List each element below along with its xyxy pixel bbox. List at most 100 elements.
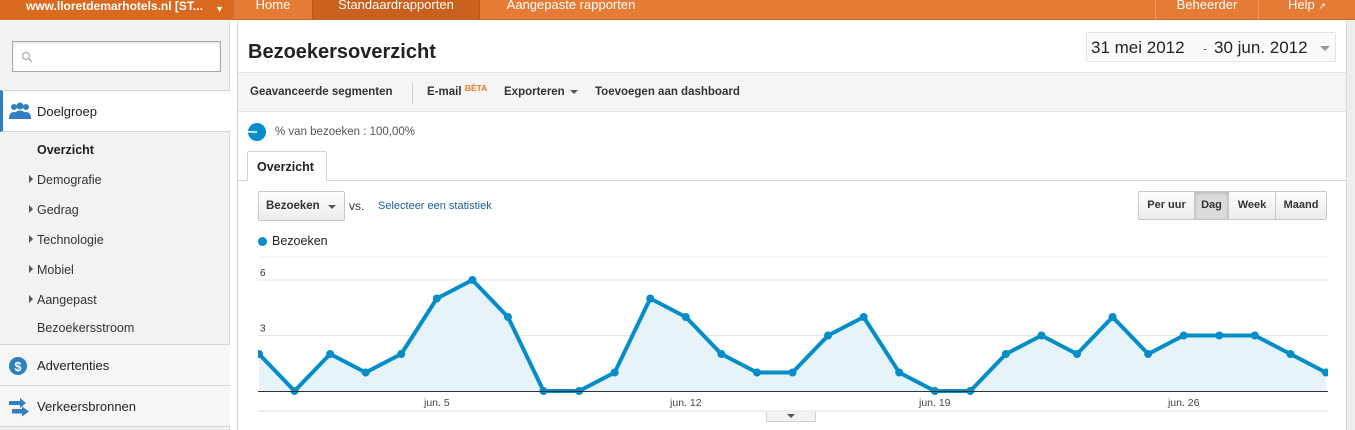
metric-select[interactable]: Bezoeken <box>258 191 345 221</box>
audience-icon <box>9 102 31 119</box>
chevron-down-icon: ▼ <box>215 4 224 14</box>
data-point <box>1073 350 1082 358</box>
search-icon <box>21 51 33 63</box>
scrollbar[interactable] <box>1347 21 1355 430</box>
visits-chart: 3 6 jun. 5 jun. 12 jun. 19 jun. 26 <box>258 256 1328 412</box>
email-label: E-mail <box>427 86 462 98</box>
external-link-icon: ↗ <box>1318 1 1326 11</box>
data-point <box>1215 331 1224 340</box>
legend-marker <box>258 237 267 246</box>
sidebar-section-label: Doelgroep <box>37 104 97 119</box>
sidebar-item-gedrag[interactable]: Gedrag <box>37 203 79 217</box>
data-point <box>361 368 370 377</box>
y-tick-label: 6 <box>260 268 266 279</box>
export-label: Exporteren <box>504 86 565 98</box>
traffic-arrows-icon <box>9 398 29 417</box>
nav-help-label: Help <box>1288 0 1315 12</box>
period-month-button[interactable]: Maand <box>1275 191 1327 220</box>
y-tick-label: 3 <box>260 324 266 335</box>
data-point <box>752 368 761 377</box>
series-area <box>259 280 1326 391</box>
date-start: 31 mei 2012 <box>1091 38 1185 57</box>
data-point <box>824 331 833 340</box>
chevron-down-icon <box>328 205 336 209</box>
x-tick-label: jun. 26 <box>1167 397 1200 409</box>
sidebar-section-doelgroep[interactable]: Doelgroep <box>0 90 230 132</box>
data-point <box>1179 331 1188 340</box>
sidebar-item-bezoekersstroom[interactable]: Bezoekersstroom <box>37 321 135 335</box>
caret-right-icon <box>29 205 33 213</box>
sidebar-section-verkeersbronnen[interactable]: Verkeersbronnen <box>0 385 230 427</box>
report-toolbar: Geavanceerde segmenten E-mail BÈTA Expor… <box>238 72 1346 112</box>
vs-label: vs. <box>349 199 365 213</box>
tab-overzicht[interactable]: Overzicht <box>247 151 327 181</box>
chevron-down-icon <box>1320 46 1330 51</box>
select-statistic-link[interactable]: Selecteer een statistiek <box>378 200 492 212</box>
caret-right-icon <box>29 235 33 243</box>
chevron-down-icon <box>787 414 795 418</box>
nav-admin[interactable]: Beheerder <box>1155 0 1258 20</box>
tab-label: Overzicht <box>257 160 314 174</box>
x-tick-label: jun. 19 <box>918 397 951 409</box>
page-title: Bezoekersoverzicht <box>248 41 436 63</box>
sidebar-section-label: Advertenties <box>37 358 110 373</box>
period-day-button[interactable]: Dag <box>1194 191 1229 220</box>
data-point <box>1144 350 1153 358</box>
sidebar-section-advertenties[interactable]: $ Advertenties <box>0 344 230 386</box>
data-point <box>432 294 441 303</box>
period-week-button[interactable]: Week <box>1228 191 1276 220</box>
dollar-icon: $ <box>9 357 27 375</box>
caret-right-icon <box>29 295 33 303</box>
data-point <box>258 350 263 358</box>
sidebar-item-demografie[interactable]: Demografie <box>37 173 102 187</box>
data-point <box>503 313 512 321</box>
segment-pie-icon <box>248 123 266 141</box>
chevron-down-icon <box>569 89 578 94</box>
data-point <box>1001 350 1010 358</box>
top-navigation-bar: www.lloretdemarhotels.nl [ST... ▼ Home S… <box>0 0 1355 20</box>
sidebar-item-mobiel[interactable]: Mobiel <box>37 263 74 277</box>
search-input[interactable] <box>12 41 221 72</box>
nav-custom-reports[interactable]: Aangepaste rapporten <box>506 0 636 12</box>
sidebar-item-technologie[interactable]: Technologie <box>37 233 104 247</box>
sidebar-item-aangepast[interactable]: Aangepast <box>37 293 97 307</box>
data-point <box>468 276 477 284</box>
export-button[interactable]: Exporteren <box>504 86 578 98</box>
caret-right-icon <box>29 175 33 183</box>
segment-label: % van bezoeken : 100,00% <box>275 126 416 138</box>
sidebar: Doelgroep Overzicht Demografie Gedrag Te… <box>0 21 230 430</box>
data-point <box>397 350 406 358</box>
data-point <box>717 350 726 358</box>
data-point <box>788 368 797 377</box>
tab-divider <box>238 180 1346 181</box>
data-point <box>895 368 904 377</box>
x-tick-label: jun. 12 <box>669 397 702 409</box>
data-point <box>1322 368 1328 377</box>
sidebar-item-overzicht[interactable]: Overzicht <box>37 143 94 157</box>
advanced-segments-button[interactable]: Geavanceerde segmenten <box>250 86 393 98</box>
data-point <box>646 294 655 303</box>
data-point <box>859 313 868 321</box>
metric-select-label: Bezoeken <box>266 200 320 212</box>
date-range-picker[interactable]: 31 mei 2012 - 30 jun. 2012 <box>1086 32 1336 62</box>
data-point <box>1286 350 1295 358</box>
date-separator: - <box>1203 41 1208 56</box>
nav-help[interactable]: Help ↗ <box>1258 0 1355 20</box>
beta-badge: BÈTA <box>464 83 488 93</box>
nav-standard-reports[interactable]: Standaardrapporten <box>312 0 480 20</box>
nav-home[interactable]: Home <box>255 0 291 12</box>
data-point <box>1250 331 1259 340</box>
data-point <box>610 368 619 377</box>
data-point <box>681 313 690 321</box>
add-to-dashboard-button[interactable]: Toevoegen aan dashboard <box>595 86 740 98</box>
main-content: Bezoekersoverzicht 31 mei 2012 - 30 jun.… <box>237 21 1347 430</box>
data-point <box>1037 331 1046 340</box>
toolbar-divider <box>412 83 413 104</box>
sidebar-section-label: Verkeersbronnen <box>37 399 137 414</box>
collapse-chart-handle[interactable] <box>766 412 816 422</box>
svg-text:$: $ <box>14 359 22 374</box>
site-selector[interactable]: www.lloretdemarhotels.nl [ST... ▼ <box>0 0 234 20</box>
period-hour-button[interactable]: Per uur <box>1138 191 1195 220</box>
email-button[interactable]: E-mail BÈTA <box>427 83 488 98</box>
site-name: www.lloretdemarhotels.nl [ST... <box>26 0 203 13</box>
